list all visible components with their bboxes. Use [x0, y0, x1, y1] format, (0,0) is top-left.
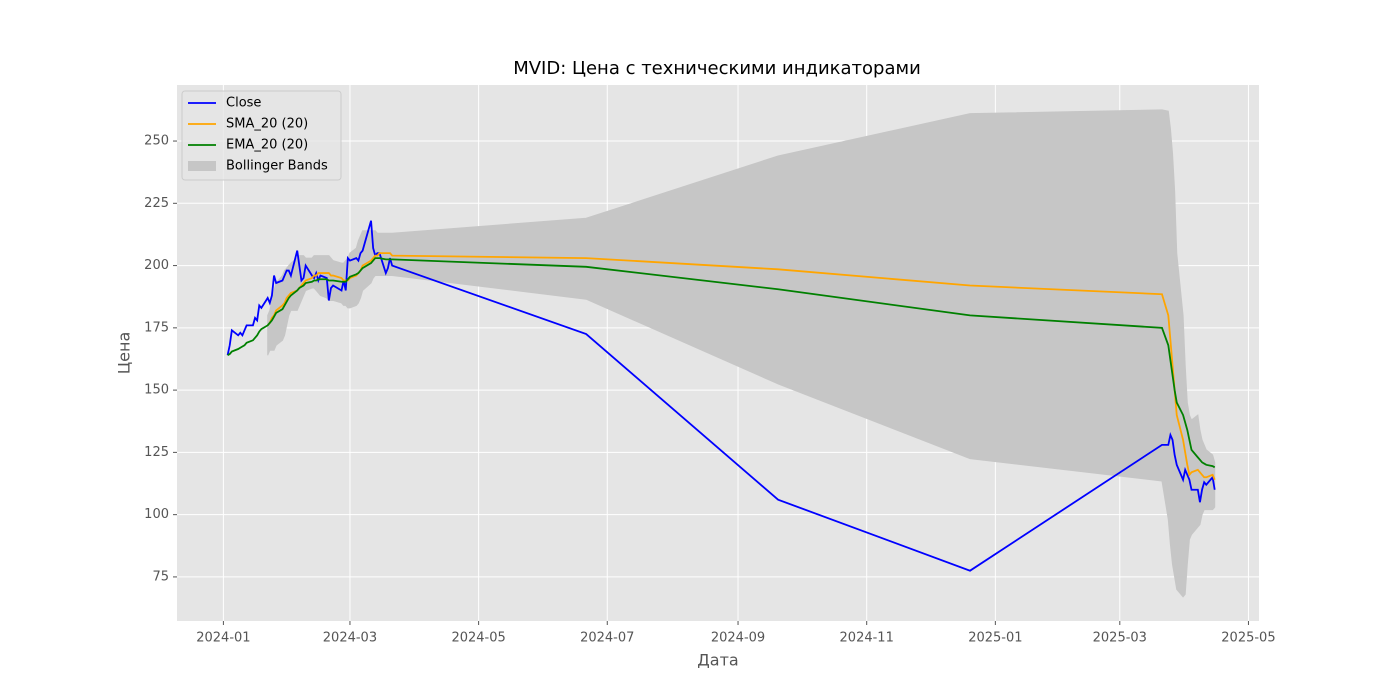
- chart-title: MVID: Цена с техническими индикаторами: [513, 58, 921, 79]
- line: [226, 220, 1216, 572]
- x-tick-label: 2024-09: [711, 631, 765, 646]
- legend-label: Close: [226, 96, 261, 111]
- legend-box: [181, 90, 342, 181]
- y-tick-label: 225: [144, 196, 169, 211]
- x-tick-label: 2025-05: [1221, 631, 1275, 646]
- bollinger-band: [267, 109, 1216, 598]
- x-tick-label: 2024-11: [840, 631, 894, 646]
- x-tick-label: 2024-03: [323, 631, 377, 646]
- y-tick-label: 75: [152, 569, 169, 584]
- y-tick-label: 200: [144, 258, 169, 273]
- y-axis-label: Цена: [115, 332, 134, 375]
- x-tick-label: 2025-03: [1093, 631, 1147, 646]
- legend-label: Bollinger Bands: [226, 159, 328, 174]
- y-tick-label: 250: [144, 134, 169, 149]
- legend-swatch: [188, 161, 216, 171]
- line: [227, 257, 1216, 469]
- x-tick-label: 2024-01: [196, 631, 250, 646]
- y-tick-label: 125: [144, 445, 169, 460]
- y-tick-label: 150: [144, 383, 169, 398]
- y-tick-label: 175: [144, 320, 169, 335]
- x-tick-label: 2025-01: [968, 631, 1022, 646]
- legend-label: SMA_20 (20): [226, 117, 308, 132]
- legend-label: EMA_20 (20): [226, 138, 308, 153]
- x-axis-label: Дата: [697, 651, 738, 670]
- y-tick-label: 100: [144, 507, 169, 522]
- x-tick-label: 2024-05: [451, 631, 505, 646]
- x-tick-label: 2024-07: [580, 631, 634, 646]
